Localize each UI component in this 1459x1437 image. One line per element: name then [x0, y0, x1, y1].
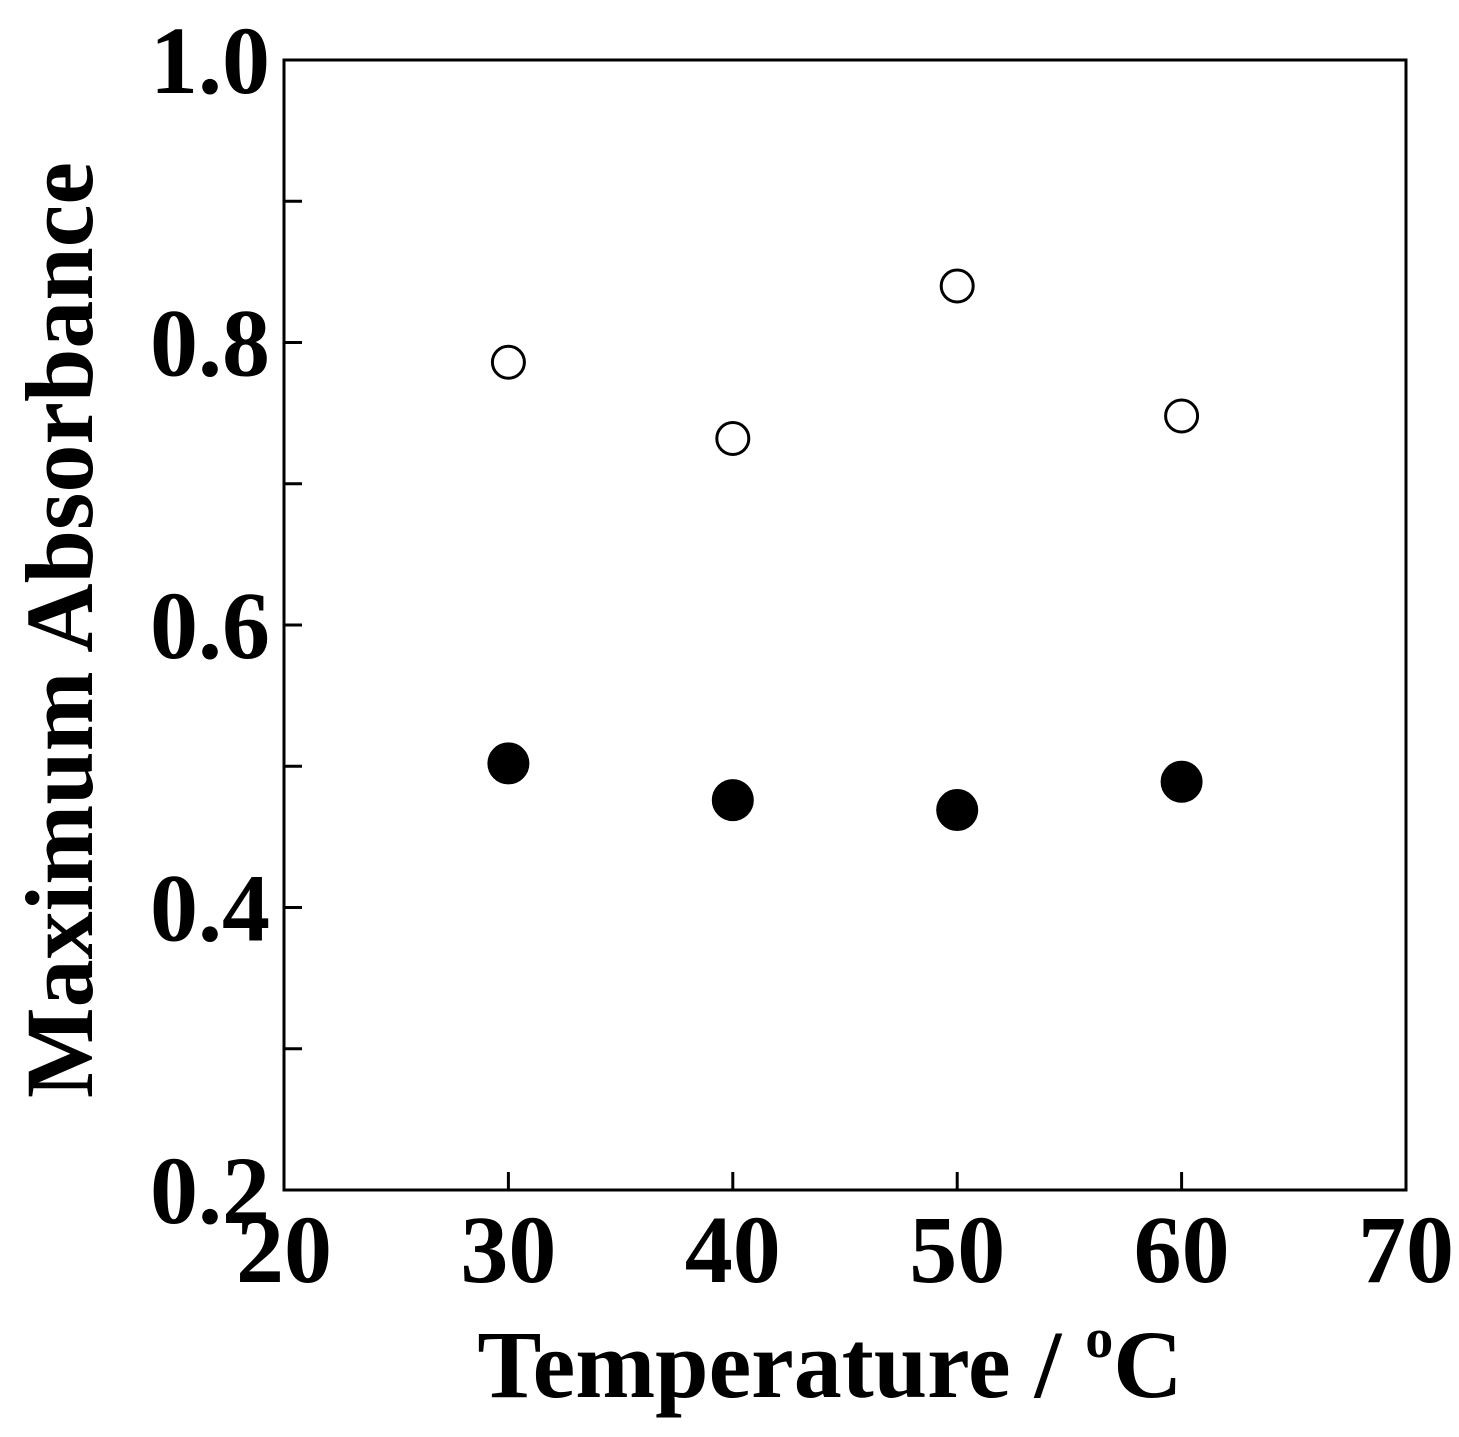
y-axis-title: Maximum Absorbance [6, 162, 113, 1098]
x-tick-label: 50 [909, 1196, 1005, 1303]
plot-frame [282, 58, 1408, 1192]
open-circle-point [490, 344, 526, 380]
filled-circle-point [711, 779, 754, 822]
x-axis-ticks: 20 30 40 50 60 70 [236, 1172, 1454, 1303]
filled-circle-point [487, 742, 530, 785]
open-circle-point [939, 268, 975, 304]
y-tick-label: 0.2 [150, 1137, 270, 1244]
y-tick-label: 0.8 [150, 290, 270, 397]
x-axis-title-unit: C [1113, 1311, 1182, 1418]
y-tick-label: 0.6 [150, 572, 270, 679]
filled-circle-point [1160, 760, 1203, 803]
y-tick-label: 1.0 [150, 7, 270, 114]
filled-circle-point [936, 789, 979, 832]
x-axis-title: Temperature / oC [477, 1308, 1182, 1418]
x-tick-label: 30 [460, 1196, 556, 1303]
x-axis-title-text: Temperature / [477, 1311, 1085, 1418]
data-points [487, 268, 1203, 832]
x-axis-title-degree: o [1085, 1308, 1113, 1370]
x-tick-label: 70 [1358, 1196, 1454, 1303]
x-tick-label: 20 [236, 1196, 332, 1303]
y-axis-ticks: 0.2 0.4 0.6 0.8 1.0 [150, 7, 302, 1244]
open-circle-point [715, 421, 751, 457]
y-tick-label: 0.4 [150, 855, 270, 962]
open-circle-point [1164, 398, 1200, 434]
x-tick-label: 40 [685, 1196, 781, 1303]
x-tick-label: 60 [1134, 1196, 1230, 1303]
